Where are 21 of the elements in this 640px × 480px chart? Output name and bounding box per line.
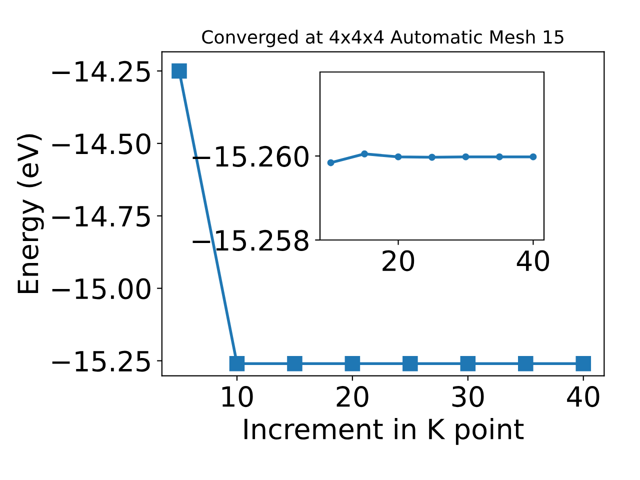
x-tick-label: 30 <box>452 386 484 408</box>
point <box>394 153 402 160</box>
x-axis-title: Increment in K point <box>244 418 524 445</box>
y-tick-label: −14.25 <box>52 60 150 82</box>
point <box>530 153 537 160</box>
point <box>428 154 436 161</box>
y-tick-label: −14.50 <box>52 133 150 154</box>
x-tick-label: 20 <box>336 386 368 408</box>
x-tick-label: 40 <box>516 250 550 272</box>
y-tick-label: −15.25 <box>52 350 150 372</box>
y-tick-label: −15.00 <box>52 278 150 300</box>
y-tick-label: −14.75 <box>52 206 150 227</box>
x-tick-label: 10 <box>222 386 253 408</box>
point <box>496 153 503 160</box>
chart-title: Converged at 4x4x4 Automatic Mesh 15 <box>202 30 564 48</box>
point <box>327 159 334 166</box>
x-tick-label: 40 <box>567 386 600 408</box>
point <box>361 150 368 158</box>
y-axis-title: Energy (eV) <box>16 134 44 294</box>
point <box>462 153 470 160</box>
x-tick-label: 20 <box>382 250 414 272</box>
